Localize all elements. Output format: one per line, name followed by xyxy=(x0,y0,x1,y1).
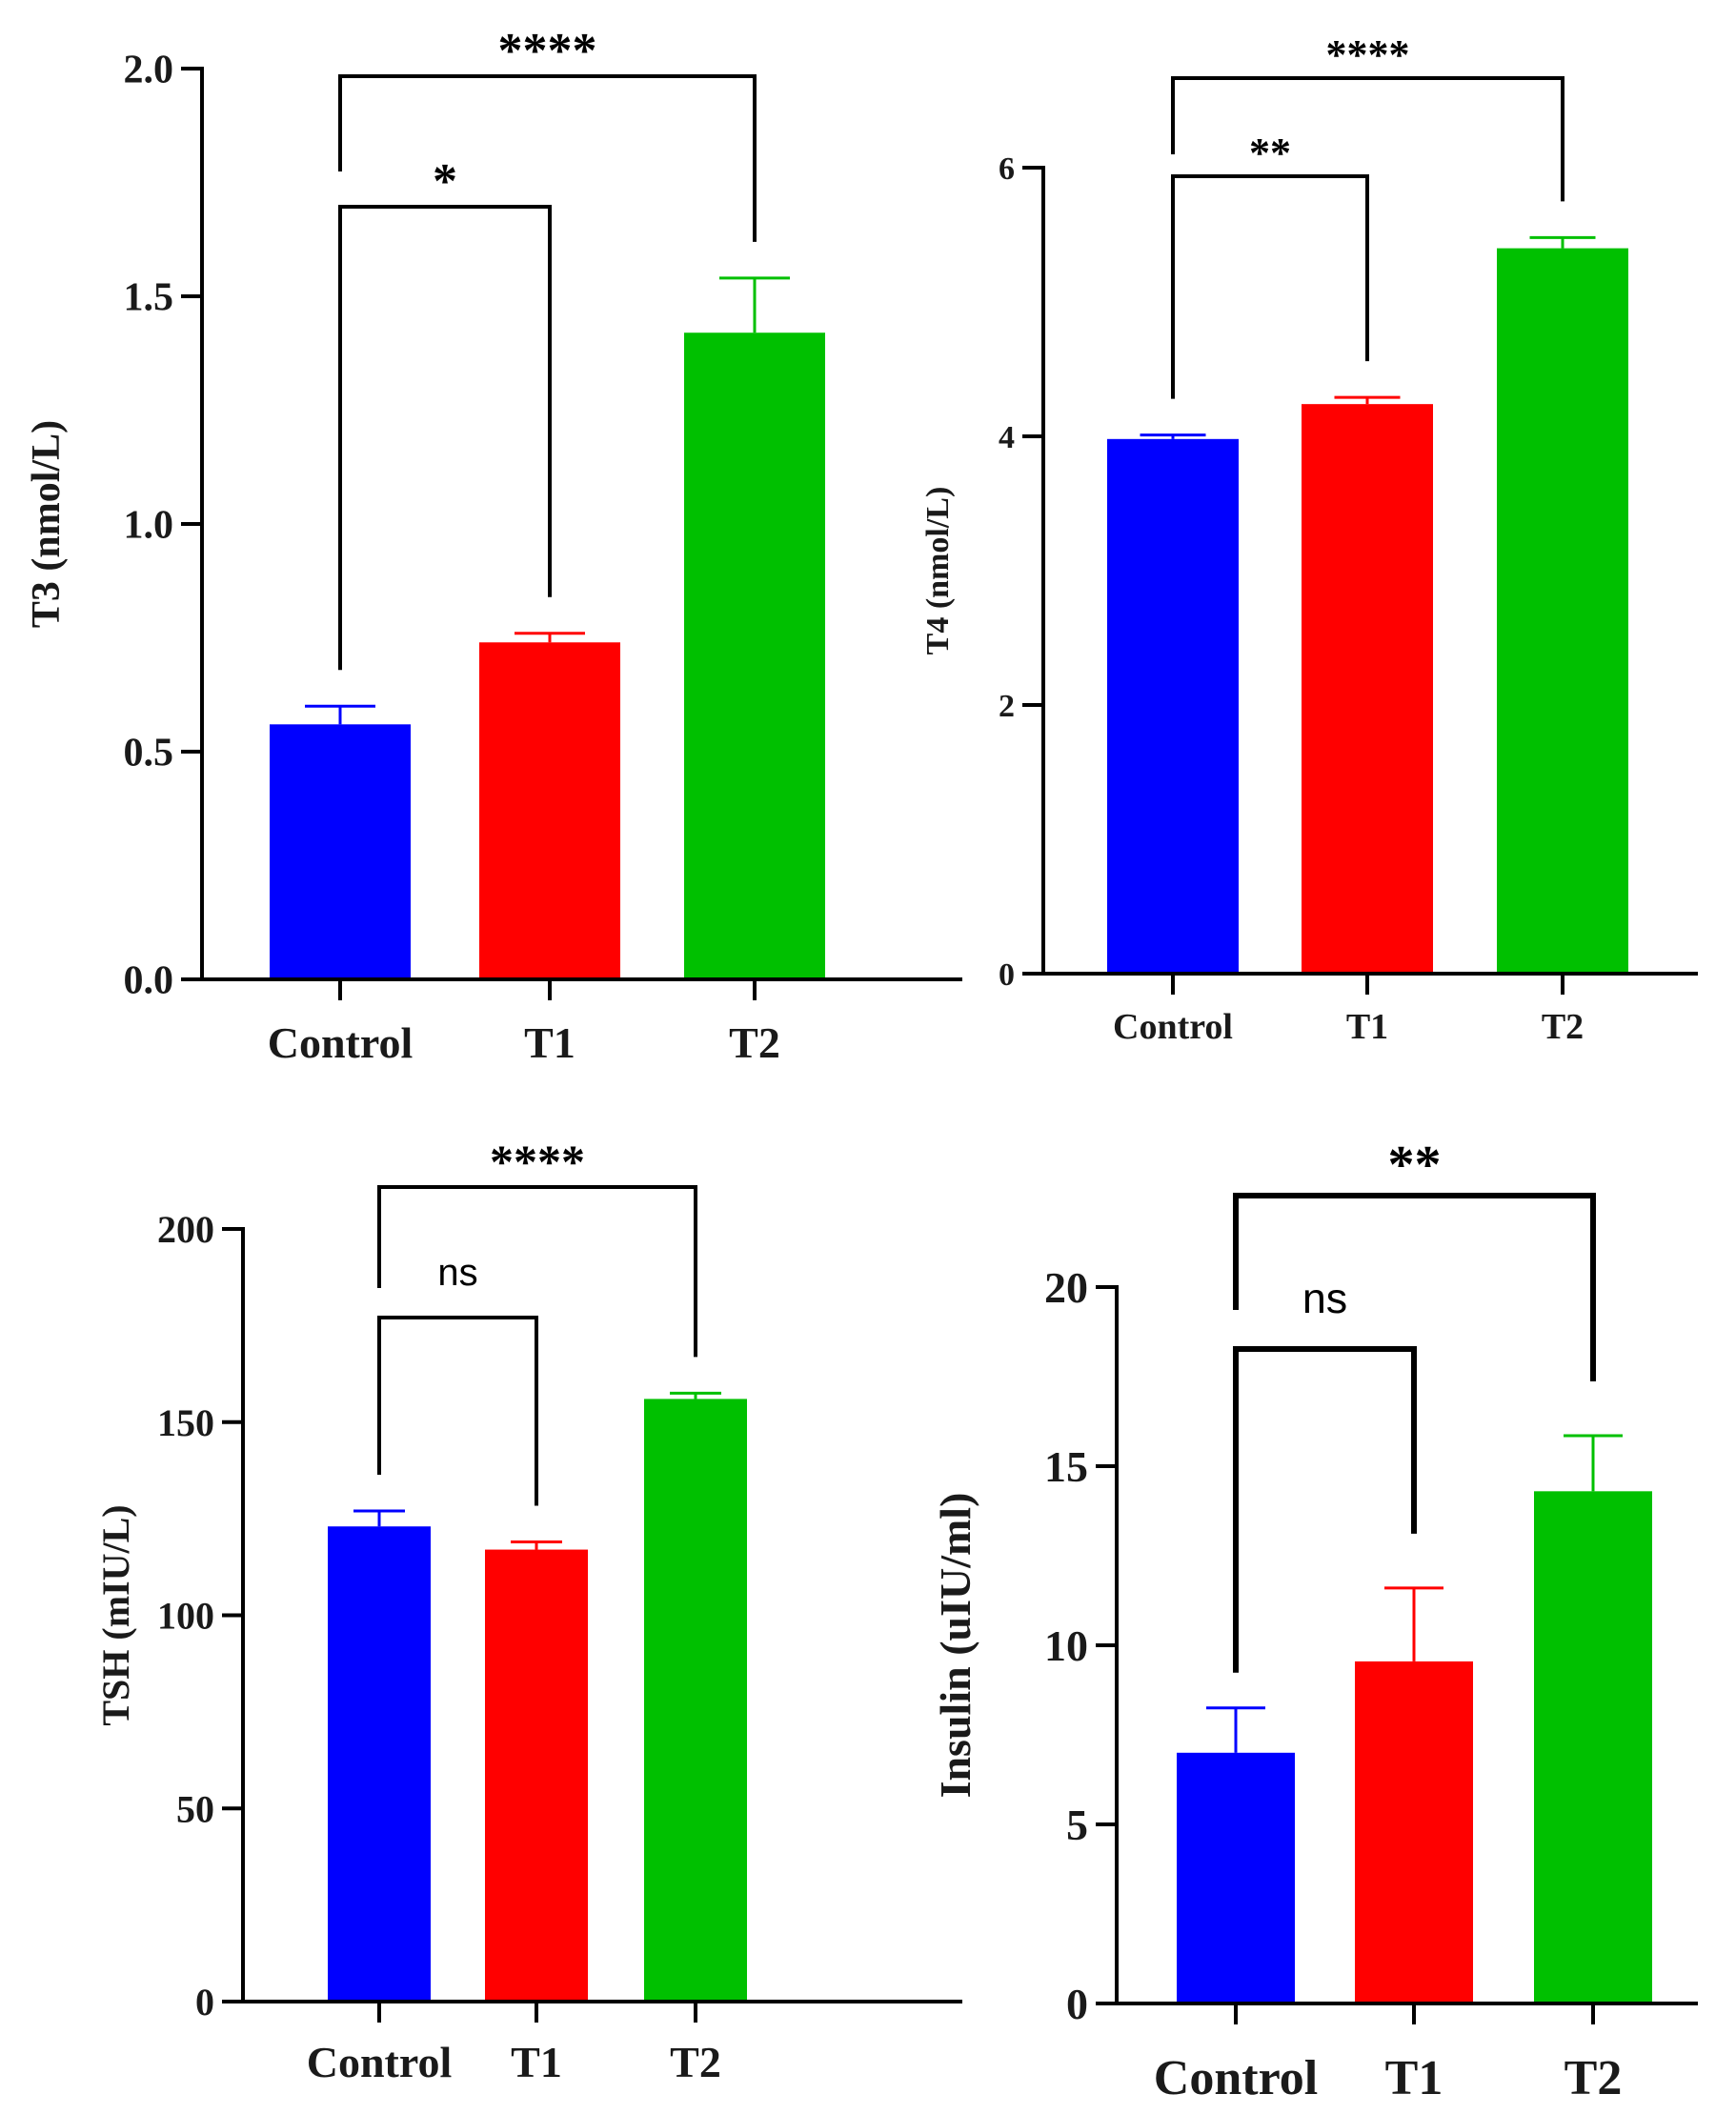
tsh-ytick-label: 50 xyxy=(176,1787,214,1830)
tsh-category-label: T1 xyxy=(511,2038,562,2086)
insulin-significance-bracket xyxy=(1233,1346,1417,1673)
insulin-ytick-label: 20 xyxy=(1044,1263,1088,1312)
tsh-significance-bracket xyxy=(377,1316,538,1506)
t3-ytick-label: 1.5 xyxy=(124,276,174,320)
t4-bar-control xyxy=(1107,438,1239,974)
insulin-y-axis-label: Insulin (uIU/ml) xyxy=(931,1493,979,1799)
t3-category-label: T2 xyxy=(729,1018,780,1067)
t3-ytick-label: 2.0 xyxy=(124,49,174,92)
t3-significance-label: * xyxy=(433,154,457,209)
t3-significance-bracket xyxy=(338,205,552,671)
tsh-bar-t1 xyxy=(485,1549,588,2002)
t4-ytick-label: 6 xyxy=(999,151,1015,187)
insulin-category-label: Control xyxy=(1154,2051,1318,2105)
t4-significance-bracket xyxy=(1171,174,1369,399)
tsh-significance-label: ns xyxy=(437,1252,477,1294)
insulin-ytick-label: 0 xyxy=(1066,1980,1088,2028)
t3-ytick-label: 0.5 xyxy=(124,732,174,775)
insulin-bar-t1 xyxy=(1355,1661,1473,2003)
t3-bar-t1 xyxy=(479,642,620,979)
t4-ytick-label: 2 xyxy=(999,689,1015,724)
t3-ytick-label: 1.0 xyxy=(124,504,174,548)
t4-ytick-label: 4 xyxy=(999,420,1015,455)
t4-category-label: T2 xyxy=(1542,1007,1584,1047)
insulin-bar-t2 xyxy=(1534,1491,1652,2003)
t4-ytick-label: 0 xyxy=(999,957,1015,993)
tsh-category-label: T2 xyxy=(670,2038,721,2086)
insulin-bar-control xyxy=(1177,1752,1295,2003)
tsh-bar-t2 xyxy=(644,1399,747,2002)
insulin-significance-label: ns xyxy=(1302,1275,1347,1322)
t4-significance-label: ** xyxy=(1249,130,1291,176)
t3-y-axis-label: T3 (nmol/L) xyxy=(25,420,69,628)
t4-y-axis-label: T4 (nmol/L) xyxy=(920,487,956,655)
t4-significance-bracket xyxy=(1171,76,1564,202)
t4-category-label: T1 xyxy=(1346,1007,1388,1047)
insulin-category-label: T2 xyxy=(1564,2051,1623,2105)
tsh-significance-bracket xyxy=(377,1185,697,1358)
insulin-chart-panel: 0 5 10 15 20 Control T1 T2 Insulin (uIU/ml) ns ** xyxy=(931,1136,1698,2105)
t4-category-label: Control xyxy=(1113,1007,1233,1047)
t3-significance-bracket xyxy=(338,74,757,242)
t3-bar-t2 xyxy=(684,332,825,979)
tsh-bar-control xyxy=(328,1526,431,2002)
t3-ytick-label: 0.0 xyxy=(124,959,174,1003)
tsh-category-label: Control xyxy=(307,2038,453,2086)
t3-bar-control xyxy=(270,724,411,979)
tsh-ytick-label: 100 xyxy=(157,1595,214,1638)
insulin-significance-bracket xyxy=(1233,1193,1596,1382)
t4-bar-t1 xyxy=(1302,404,1433,974)
t3-significance-label: **** xyxy=(498,24,597,78)
t3-category-label: T1 xyxy=(524,1018,575,1067)
tsh-y-axis-label: TSH (mIU/L) xyxy=(94,1504,137,1725)
t3-category-label: Control xyxy=(268,1018,414,1067)
tsh-ytick-label: 0 xyxy=(195,1981,214,2023)
t4-bar-t2 xyxy=(1497,248,1628,975)
insulin-ytick-label: 5 xyxy=(1066,1801,1088,1849)
t4-significance-label: **** xyxy=(1326,31,1410,78)
insulin-category-label: T1 xyxy=(1385,2051,1443,2105)
tsh-ytick-label: 150 xyxy=(157,1401,214,1444)
tsh-ytick-label: 200 xyxy=(157,1208,214,1251)
insulin-ytick-label: 10 xyxy=(1044,1621,1088,1670)
insulin-significance-label: ** xyxy=(1388,1136,1442,1195)
insulin-ytick-label: 15 xyxy=(1044,1442,1088,1491)
tsh-chart-panel: 0 50 100 150 200 Control T1 T2 TSH (mIU/L) ns **** xyxy=(94,1135,962,2086)
tsh-significance-label: **** xyxy=(490,1135,585,1188)
